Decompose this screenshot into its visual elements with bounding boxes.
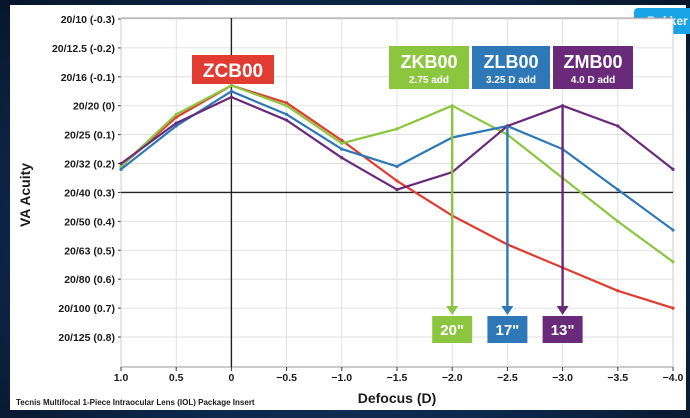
x-tick-label: 1.0 [114, 372, 129, 384]
data-point-zmb00 [174, 121, 178, 125]
data-point-zlb00 [616, 187, 620, 192]
x-tick-label: −1.5 [387, 372, 408, 384]
data-point-zkb00 [119, 164, 123, 169]
x-tick-label: −3.5 [607, 372, 628, 384]
legend-label-zcb00: ZCB00 [203, 61, 263, 82]
y-tick-label: 20/63 (0.5) [64, 245, 115, 257]
data-point-zkb00 [229, 83, 233, 88]
data-point-zcb00 [395, 179, 399, 183]
y-tick-label: 20/20 (0) [73, 101, 115, 113]
legend-subtitle-zlb00: 3.25 D add [486, 75, 536, 86]
y-tick-label: 20/12.5 (-0.2) [52, 43, 115, 55]
data-point-zkb00 [395, 127, 399, 131]
x-axis-title: Defocus (D) [358, 390, 437, 406]
source-footnote: Tecnis Multifocal 1-Piece Intraocular Le… [16, 398, 255, 407]
x-tick-label: 0.5 [169, 372, 184, 384]
legend-box-zcb00 [192, 55, 274, 84]
legend-label-zmb00: ZMB00 [563, 52, 622, 72]
legend-subtitle-zmb00: 4.0 D add [571, 75, 615, 86]
data-point-zkb00 [340, 141, 344, 145]
data-point-zlb00 [174, 124, 178, 128]
data-point-zlb00 [671, 228, 675, 232]
data-point-zkb00 [174, 112, 178, 117]
data-point-zmb00 [229, 95, 233, 99]
legend-box-zmb00 [553, 46, 633, 89]
legend-subtitle-zkb00: 2.75 add [409, 75, 449, 86]
data-point-zmb00 [119, 161, 123, 166]
y-tick-label: 20/125 (0.8) [58, 332, 115, 344]
legend-label-zlb00: ZLB00 [483, 52, 538, 72]
annotation-arrow-head [556, 306, 569, 315]
legend-label-zkb00: ZKB00 [400, 52, 457, 72]
x-tick-label: −4.0 [663, 372, 684, 384]
y-tick-label: 20/80 (0.6) [64, 274, 115, 286]
data-point-zcb00 [340, 138, 344, 143]
data-point-zlb00 [340, 147, 344, 151]
x-tick-label: 0 [228, 372, 234, 384]
annotation-box [487, 316, 528, 343]
data-point-zcb00 [616, 289, 620, 293]
x-tick-label: −1.0 [331, 372, 352, 384]
y-tick-label: 20/16 (-0.1) [61, 72, 115, 84]
annotation-label: 20" [440, 322, 464, 339]
data-point-zcb00 [671, 306, 675, 310]
annotation-box [542, 316, 583, 343]
data-point-zlb00 [395, 164, 399, 169]
data-point-zmb00 [671, 167, 675, 171]
data-point-zkb00 [671, 260, 675, 264]
annotation-box [432, 316, 473, 343]
data-point-zcb00 [285, 101, 289, 105]
y-tick-label: 20/50 (0.4) [64, 216, 115, 228]
y-axis-title: VA Acuity [17, 163, 33, 227]
legend-box-zkb00 [389, 46, 469, 89]
annotation-label: 13" [551, 322, 575, 339]
annotation-arrow-head [501, 306, 514, 315]
x-tick-label: −2.5 [497, 372, 518, 384]
data-point-zkb00 [285, 104, 289, 108]
y-tick-label: 20/32 (0.2) [64, 159, 115, 171]
x-tick-label: −2.0 [442, 372, 463, 384]
data-point-zlb00 [285, 112, 289, 117]
data-point-zkb00 [616, 219, 620, 223]
data-point-zmb00 [340, 156, 344, 160]
data-point-zmb00 [616, 124, 620, 128]
annotation-arrow-head [446, 306, 459, 315]
data-point-zmb00 [285, 118, 289, 122]
data-point-zlb00 [229, 89, 233, 93]
y-tick-label: 20/25 (0.1) [64, 130, 115, 142]
x-tick-label: −0.5 [276, 372, 297, 384]
y-tick-label: 20/100 (0.7) [58, 303, 115, 315]
data-point-zmb00 [395, 187, 399, 192]
legend-box-zlb00 [472, 46, 550, 89]
x-tick-label: −3.0 [552, 372, 573, 384]
y-tick-label: 20/10 (-0.3) [61, 14, 115, 26]
y-tick-label: 20/40 (0.3) [64, 187, 115, 199]
data-point-zlb00 [119, 167, 123, 171]
annotation-label: 17" [496, 322, 520, 339]
